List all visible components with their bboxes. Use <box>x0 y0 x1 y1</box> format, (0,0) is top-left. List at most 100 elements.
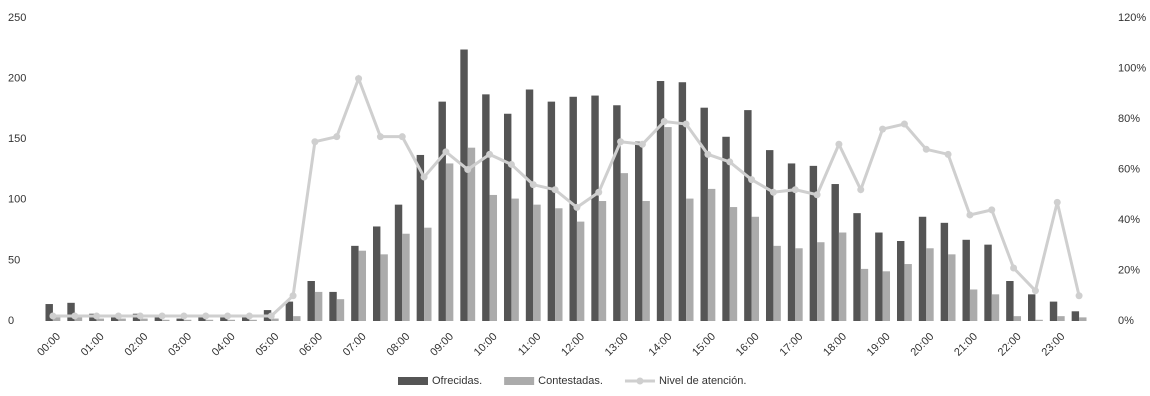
line-marker <box>136 312 144 320</box>
x-tick-label: 14:00 <box>646 331 674 359</box>
bar <box>503 113 512 321</box>
bar <box>183 319 192 321</box>
x-tick-label: 23:00 <box>1039 331 1067 359</box>
bar <box>751 216 760 321</box>
bar <box>787 163 796 321</box>
line-marker <box>900 120 908 128</box>
bar <box>729 207 738 321</box>
bar <box>176 318 184 321</box>
bar <box>1006 281 1014 321</box>
bar <box>1057 316 1065 321</box>
line-marker <box>835 140 843 148</box>
line-marker <box>617 138 625 146</box>
x-tick-label: 16:00 <box>734 331 762 359</box>
line-marker <box>224 312 232 320</box>
legend-swatch <box>504 377 535 385</box>
bar <box>904 264 912 321</box>
line-marker <box>289 292 297 300</box>
bar <box>962 239 970 321</box>
line-marker <box>791 186 799 194</box>
bar <box>591 95 599 322</box>
bar <box>918 216 927 321</box>
x-tick-label: 18:00 <box>821 331 849 359</box>
bar <box>817 242 825 321</box>
x-tick-label: 22:00 <box>996 331 1024 359</box>
bar <box>67 302 75 321</box>
legend-swatch <box>636 377 644 385</box>
y-tick-label: 50 <box>8 254 20 266</box>
bar <box>613 105 621 321</box>
bar <box>875 232 883 321</box>
bar <box>678 82 687 322</box>
y-tick-label: 150 <box>8 133 26 145</box>
line-marker <box>442 148 450 156</box>
bar <box>52 316 61 321</box>
bar <box>642 201 650 321</box>
bar <box>45 304 53 321</box>
line-marker <box>311 138 319 146</box>
bar <box>285 301 294 321</box>
bar <box>598 201 607 321</box>
bar <box>241 314 250 321</box>
line-marker <box>355 75 363 83</box>
line-marker <box>71 312 79 320</box>
line-marker <box>988 206 996 214</box>
x-tick-label: 20:00 <box>908 331 936 359</box>
line-marker <box>180 312 188 320</box>
bar <box>96 318 105 321</box>
bar <box>926 248 934 321</box>
legend-label: Ofrecidas. <box>432 375 482 387</box>
x-tick-label: 17:00 <box>777 331 805 359</box>
bar <box>722 136 730 321</box>
bar <box>634 141 643 321</box>
legend-label: Nivel de atención. <box>659 375 746 387</box>
bar <box>394 204 403 321</box>
line-marker <box>1075 292 1083 300</box>
line-marker <box>376 133 384 141</box>
bar <box>460 49 468 322</box>
line-marker <box>245 312 253 320</box>
bar <box>795 248 803 321</box>
bar <box>1079 317 1087 321</box>
x-tick-label: 02:00 <box>122 331 150 359</box>
line-marker <box>966 211 974 219</box>
line-marker <box>529 181 537 189</box>
bar <box>896 241 905 321</box>
bar <box>547 101 556 322</box>
bar <box>555 208 563 321</box>
y-tick-label: 100 <box>8 194 26 206</box>
y-tick-label: 250 <box>8 12 26 24</box>
line-marker <box>682 120 690 128</box>
bar <box>700 107 708 321</box>
y2-tick-label: 80% <box>1118 113 1140 125</box>
bar <box>984 244 992 321</box>
line-marker <box>49 312 57 320</box>
bar <box>707 188 716 321</box>
bar <box>372 226 381 321</box>
line-marker <box>551 186 559 194</box>
bar <box>525 89 534 322</box>
bar <box>271 318 279 321</box>
bar <box>416 154 425 321</box>
bar <box>853 213 861 321</box>
legend-label: Contestadas. <box>538 375 603 387</box>
bar <box>329 291 337 321</box>
line-marker <box>398 133 406 141</box>
bar <box>569 96 577 321</box>
line-marker <box>769 188 777 196</box>
x-tick-label: 21:00 <box>952 331 980 359</box>
line-marker <box>267 312 275 320</box>
bar <box>1035 319 1043 321</box>
bar <box>1049 301 1058 321</box>
bar <box>765 150 774 321</box>
x-tick-label: 08:00 <box>384 331 412 359</box>
bar <box>162 319 170 321</box>
line-marker <box>726 158 734 166</box>
y-tick-label: 0 <box>8 315 14 327</box>
bar <box>533 204 541 321</box>
legend-swatch <box>398 377 428 385</box>
line-marker <box>507 160 515 168</box>
bar <box>402 233 410 321</box>
x-tick-label: 05:00 <box>253 331 281 359</box>
bar <box>358 250 367 321</box>
